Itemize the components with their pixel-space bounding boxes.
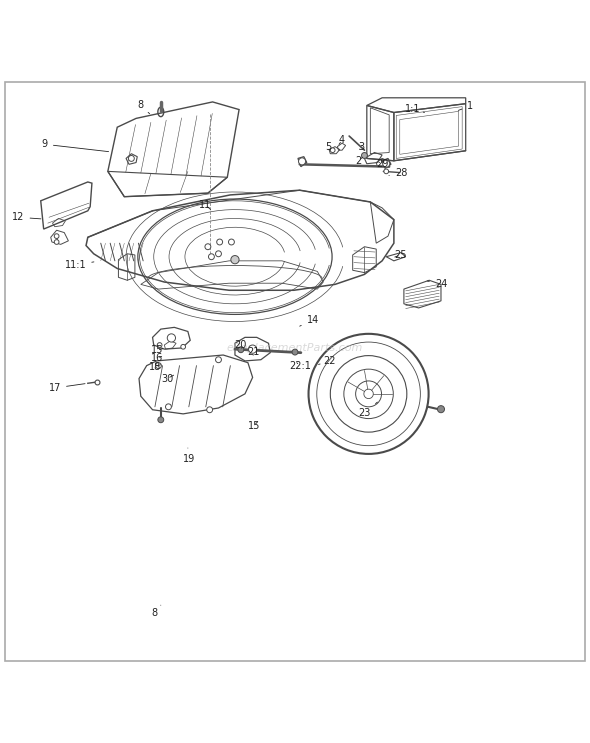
Circle shape (383, 160, 390, 167)
Circle shape (54, 234, 59, 239)
Text: 2: 2 (355, 156, 362, 166)
Circle shape (208, 254, 214, 259)
Text: 24: 24 (427, 279, 447, 289)
Text: 1:1: 1:1 (405, 104, 424, 114)
Circle shape (168, 334, 175, 342)
Text: 11: 11 (199, 200, 212, 210)
Text: 22:1: 22:1 (289, 360, 311, 371)
Circle shape (299, 158, 306, 165)
Circle shape (228, 239, 234, 245)
Circle shape (206, 407, 212, 412)
Circle shape (362, 152, 368, 158)
Text: 16: 16 (150, 353, 163, 363)
Text: 17: 17 (48, 383, 85, 393)
Text: 15: 15 (150, 345, 163, 355)
Text: 25: 25 (395, 250, 407, 260)
Text: 30: 30 (161, 374, 173, 383)
Circle shape (231, 256, 239, 264)
Circle shape (215, 357, 221, 363)
Circle shape (158, 417, 164, 423)
Circle shape (292, 349, 298, 355)
Text: 8: 8 (152, 606, 161, 618)
Circle shape (181, 345, 185, 349)
Circle shape (217, 239, 222, 245)
Text: 18: 18 (149, 362, 161, 372)
Text: 14: 14 (300, 315, 319, 326)
Text: 5: 5 (325, 142, 331, 152)
Text: 28: 28 (389, 168, 407, 178)
Text: 4: 4 (339, 135, 345, 145)
Text: 8: 8 (137, 100, 150, 114)
Circle shape (330, 148, 335, 152)
Text: 11:1: 11:1 (65, 260, 94, 270)
Circle shape (166, 404, 171, 409)
Text: 21: 21 (248, 347, 260, 357)
Circle shape (158, 343, 162, 348)
Circle shape (215, 251, 221, 257)
Text: 3: 3 (358, 142, 364, 152)
Circle shape (437, 406, 444, 412)
Text: 19: 19 (183, 448, 195, 464)
Circle shape (129, 155, 135, 161)
Circle shape (156, 363, 162, 369)
Circle shape (54, 240, 59, 244)
Text: 15: 15 (248, 421, 260, 431)
Text: 22: 22 (319, 357, 335, 366)
Text: 23: 23 (358, 402, 378, 418)
Text: 20: 20 (235, 340, 247, 350)
Text: 29: 29 (376, 159, 388, 169)
Circle shape (205, 244, 211, 250)
Text: 1: 1 (458, 101, 473, 111)
Circle shape (384, 169, 389, 174)
Text: 9: 9 (42, 139, 109, 152)
Circle shape (238, 347, 244, 353)
Circle shape (248, 345, 257, 353)
Text: eReplacementParts.com: eReplacementParts.com (227, 343, 363, 353)
Text: 12: 12 (12, 212, 41, 222)
